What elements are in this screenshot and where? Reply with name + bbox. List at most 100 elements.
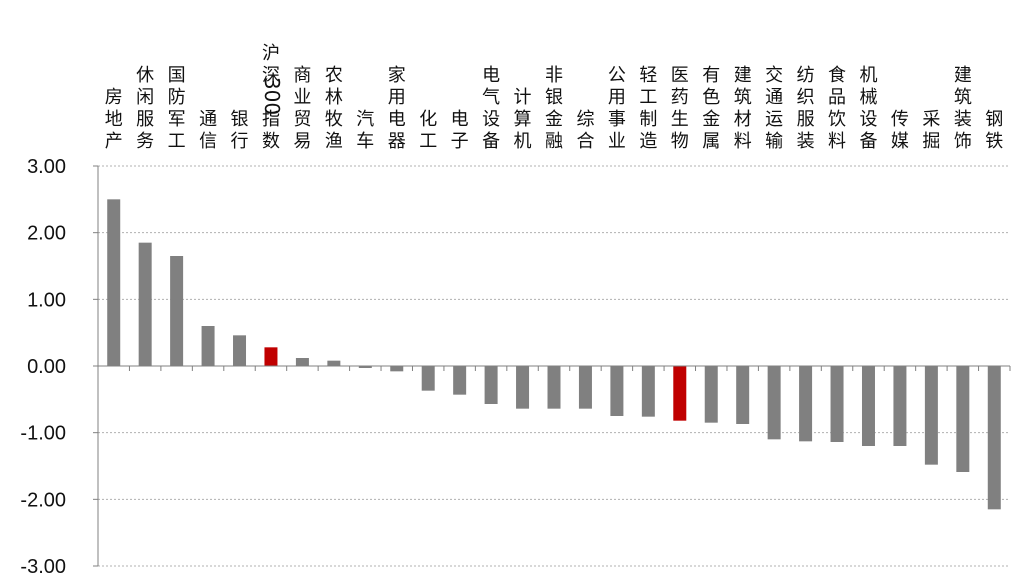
x-category-label-char: 器 [388,131,406,152]
x-category-label-char: 军 [168,109,186,130]
x-category-label: 汽车 [356,109,374,152]
x-category-label-char: 医 [671,65,689,86]
x-category-label-char: 生 [671,109,689,130]
x-category-label-char: 属 [702,131,720,152]
x-category-label-char: 工 [639,87,657,108]
x-category-label-char: 通 [765,87,783,108]
bar-7 [295,358,309,366]
x-category-label-char: 电 [451,109,469,130]
x-category-label-char: 纺 [797,65,815,86]
x-category-label-char: 林 [325,87,343,108]
bar-12 [453,366,467,395]
y-tick-label: 0.00 [27,356,66,378]
x-category-label-char: 食 [828,65,846,86]
bar-20 [704,366,718,423]
y-tick-label: -1.00 [20,423,66,445]
x-category-label-char: 色 [702,87,720,108]
x-category-label-char: 物 [671,131,689,152]
bar-10 [390,366,404,372]
x-category-label-char: 金 [545,109,563,130]
x-category-label-char: 数 [262,131,280,152]
bar-19 [673,366,687,421]
x-category-label-char: 建 [734,65,752,86]
x-category-label: 房地产 [105,87,123,152]
bar-9 [358,366,372,368]
x-category-label-char: 装 [954,109,972,130]
x-category-label-char: 运 [765,109,783,130]
x-category-label-char: 气 [482,87,500,108]
x-category-label-char: 车 [356,131,374,152]
x-category-label-char: 料 [828,131,846,152]
bar-11 [421,366,435,391]
x-category-label: 银行 [231,109,249,152]
bar-13 [484,366,498,404]
bar-18 [641,366,655,417]
x-category-label-char: 闲 [136,87,154,108]
y-tick-label: 3.00 [27,156,66,178]
x-category-label-char: 电 [388,109,406,130]
bar-5 [233,335,247,366]
x-category-label-char: 机 [514,131,532,152]
x-category-label-char: 300 [260,77,284,115]
bar-16 [578,366,592,409]
x-category-label-char: 银 [231,109,249,130]
x-category-label: 电子 [451,109,469,152]
bar-14 [516,366,530,409]
x-category-label-char: 制 [639,109,657,130]
x-category-label-char: 沪 [262,43,280,64]
x-category-label-char: 工 [419,131,437,152]
x-category-label-char: 地 [105,109,123,130]
bar-1 [107,199,121,366]
x-category-label-char: 算 [514,109,532,130]
x-category-label-char: 用 [608,87,626,108]
x-category-label-char: 事 [608,109,626,130]
x-category-label-char: 深 [262,65,280,86]
x-category-label-char: 子 [451,131,469,152]
x-category-label-char: 传 [891,109,909,130]
x-category-label-char: 械 [859,87,877,108]
x-category-label: 综合 [576,109,594,152]
x-category-label-char: 非 [545,65,563,86]
x-category-label-char: 国 [168,65,186,86]
x-category-label-char: 金 [702,109,720,130]
x-category-label-char: 计 [514,87,532,108]
x-category-label-char: 业 [293,87,311,108]
x-category-label-char: 输 [765,131,783,152]
x-category-label-char: 媒 [891,131,909,152]
x-category-label-char: 综 [576,109,594,130]
y-tick-label: -2.00 [20,489,66,511]
x-category-label-char: 汽 [356,109,374,130]
x-category-label-char: 料 [734,131,752,152]
x-category-label-char: 防 [168,87,186,108]
x-category-label-char: 银 [545,87,563,108]
x-category-label: 化工 [419,109,437,152]
x-category-label-char: 农 [325,65,343,86]
x-category-label-char: 饮 [828,109,846,130]
bar-23 [799,366,813,442]
x-category-label-char: 铁 [985,131,1003,152]
x-category-label-char: 设 [859,109,877,130]
bar-21 [736,366,750,424]
x-category-label: 计算机 [514,87,532,152]
x-category-label-char: 合 [576,131,594,152]
bar-2 [138,242,152,366]
y-tick-label: 2.00 [27,223,66,245]
x-category-label-char: 指 [262,109,280,130]
x-category-label-char: 备 [859,131,877,152]
y-tick-label: -3.00 [20,556,66,578]
x-category-label-char: 筑 [954,87,972,108]
x-category-label-char: 公 [608,65,626,86]
x-category-label: 钢铁 [985,109,1003,152]
bar-6 [264,347,278,366]
